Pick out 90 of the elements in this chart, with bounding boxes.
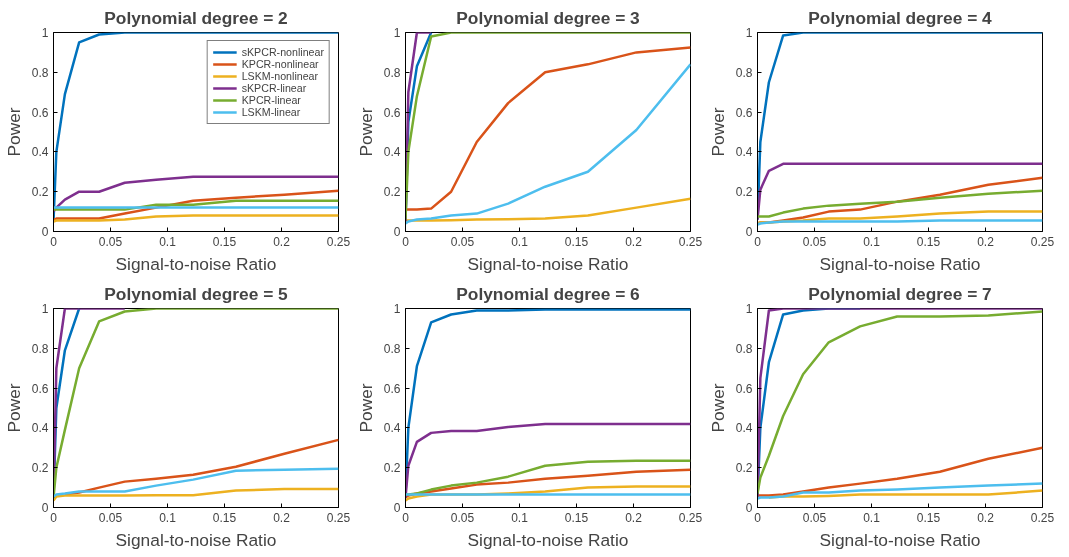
y-tick-label: 0.8 [383, 65, 401, 80]
legend-label: sKPCR-linear [241, 82, 307, 94]
chart-title: Polynomial degree = 2 [104, 7, 288, 28]
x-tick-label: 0.05 [802, 234, 827, 249]
y-tick-label: 0.6 [383, 381, 401, 396]
x-axis-title: Signal-to-noise Ratio [819, 253, 981, 274]
y-tick-label: 1 [41, 302, 49, 316]
chart-title: Polynomial degree = 3 [456, 7, 641, 28]
y-tick-label: 0 [393, 501, 401, 515]
chart-title: Polynomial degree = 6 [456, 283, 641, 304]
chart-title: Polynomial degree = 4 [808, 7, 993, 28]
y-tick-label: 1 [41, 26, 49, 40]
y-tick-label: 0.6 [31, 105, 49, 120]
y-tick-label: 1 [393, 302, 401, 316]
x-tick-label: 0.25 [678, 234, 703, 249]
x-tick-label: 0.15 [564, 510, 589, 525]
x-tick-label: 0.15 [564, 234, 589, 249]
y-tick-label: 1 [745, 26, 753, 40]
y-tick-label: 1 [745, 302, 753, 316]
x-tick-label: 0.25 [326, 510, 351, 525]
legend-label: KPCR-nonlinear [241, 58, 319, 70]
y-tick-label: 0.6 [31, 381, 49, 396]
x-tick-label: 0.2 [625, 234, 643, 249]
y-tick-label: 0.2 [31, 461, 49, 476]
x-tick-label: 0.05 [98, 510, 123, 525]
x-tick-label: 0.1 [159, 234, 177, 249]
x-axis-title: Signal-to-noise Ratio [467, 529, 629, 550]
y-tick-label: 0.6 [735, 105, 753, 120]
y-tick-label: 0.2 [383, 185, 401, 200]
x-tick-label: 0.05 [450, 234, 475, 249]
y-tick-label: 0.2 [383, 461, 401, 476]
x-tick-label: 0.1 [511, 234, 529, 249]
y-axis-title: Power [3, 383, 24, 433]
x-axis-title: Signal-to-noise Ratio [467, 253, 629, 274]
x-tick-label: 0.2 [273, 510, 291, 525]
y-tick-label: 1 [393, 26, 401, 40]
y-tick-label: 0.4 [31, 421, 49, 436]
legend-label: LSKM-linear [241, 106, 301, 118]
x-tick-label: 0.25 [326, 234, 351, 249]
x-tick-label: 0.1 [159, 510, 177, 525]
y-tick-label: 0.2 [735, 185, 753, 200]
x-axis-title: Signal-to-noise Ratio [819, 529, 981, 550]
legend-label: LSKM-nonlinear [241, 70, 319, 82]
x-tick-label: 0.05 [802, 510, 827, 525]
y-tick-label: 0 [41, 225, 49, 239]
y-tick-label: 0.2 [31, 185, 49, 200]
y-axis-title: Power [355, 383, 376, 433]
y-tick-label: 0.4 [383, 421, 401, 436]
x-tick-label: 0.25 [1030, 234, 1055, 249]
x-axis-title: Signal-to-noise Ratio [115, 529, 277, 550]
x-tick-label: 0.1 [863, 510, 881, 525]
legend-label: KPCR-linear [241, 94, 301, 106]
y-tick-label: 0 [745, 225, 753, 239]
x-tick-label: 0.15 [212, 234, 237, 249]
y-tick-label: 0.8 [383, 341, 401, 356]
x-tick-label: 0.2 [273, 234, 291, 249]
chart-title: Polynomial degree = 5 [104, 283, 289, 304]
y-tick-label: 0.4 [735, 145, 753, 160]
y-tick-label: 0.8 [735, 65, 753, 80]
y-axis-title: Power [707, 383, 728, 433]
y-tick-label: 0.4 [735, 421, 753, 436]
x-tick-label: 0.25 [1030, 510, 1055, 525]
x-tick-label: 0.2 [977, 234, 995, 249]
x-tick-label: 0.15 [916, 234, 941, 249]
y-tick-label: 0 [745, 501, 753, 515]
y-tick-label: 0.8 [735, 341, 753, 356]
x-tick-label: 0.1 [863, 234, 881, 249]
x-tick-label: 0.05 [98, 234, 123, 249]
x-tick-label: 0.25 [678, 510, 703, 525]
y-tick-label: 0 [41, 501, 49, 515]
y-tick-label: 0 [393, 225, 401, 239]
x-tick-label: 0.1 [511, 510, 529, 525]
chart-title: Polynomial degree = 7 [808, 283, 992, 304]
x-tick-label: 0.05 [450, 510, 475, 525]
y-axis-title: Power [355, 107, 376, 157]
y-axis-title: Power [3, 107, 24, 157]
legend-label: sKPCR-nonlinear [241, 46, 324, 58]
y-tick-label: 0.6 [383, 105, 401, 120]
x-tick-label: 0.2 [625, 510, 643, 525]
x-tick-label: 0.15 [916, 510, 941, 525]
y-axis-title: Power [707, 107, 728, 157]
x-axis-title: Signal-to-noise Ratio [115, 253, 277, 274]
y-tick-label: 0.4 [31, 145, 49, 160]
x-tick-label: 0.15 [212, 510, 237, 525]
y-tick-label: 0.2 [735, 461, 753, 476]
y-tick-label: 0.6 [735, 381, 753, 396]
y-tick-label: 0.8 [31, 65, 49, 80]
y-tick-label: 0.8 [31, 341, 49, 356]
x-tick-label: 0.2 [977, 510, 995, 525]
y-tick-label: 0.4 [383, 145, 401, 160]
